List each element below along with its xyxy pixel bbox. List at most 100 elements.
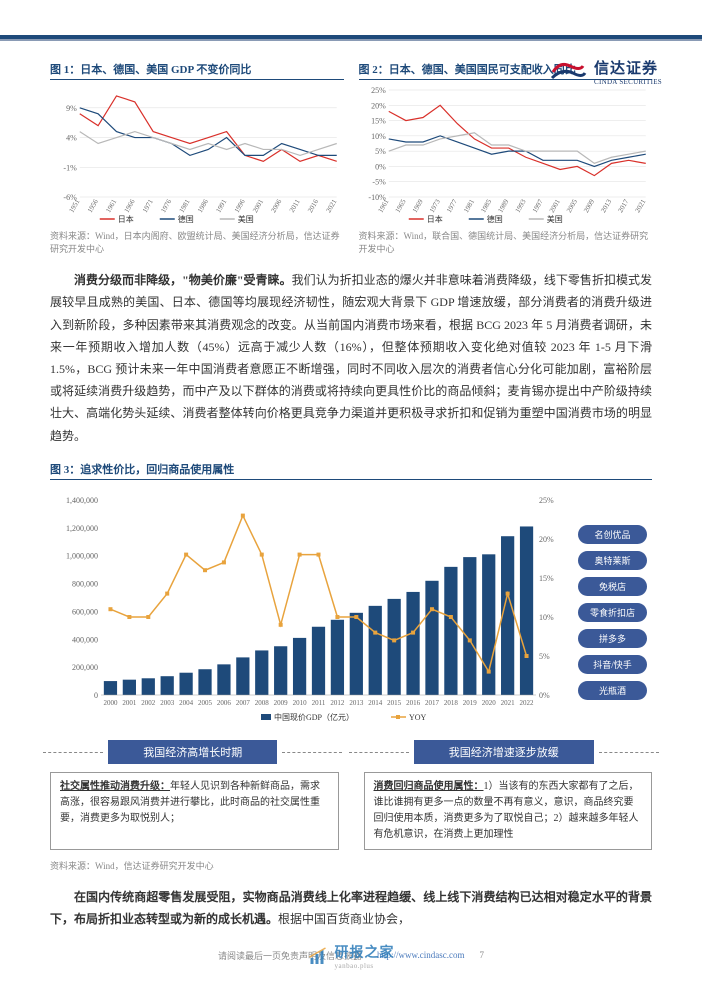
svg-text:2016: 2016 xyxy=(306,198,320,215)
svg-text:1961: 1961 xyxy=(104,198,118,215)
svg-text:1956: 1956 xyxy=(86,198,100,215)
svg-text:10%: 10% xyxy=(539,613,554,622)
svg-text:2002: 2002 xyxy=(141,699,156,707)
svg-text:15%: 15% xyxy=(371,117,386,126)
logo-text-cn: 信达证券 xyxy=(594,57,662,78)
svg-text:1996: 1996 xyxy=(233,198,247,215)
svg-text:2004: 2004 xyxy=(179,699,194,707)
pill-label: 奥特莱斯 xyxy=(578,551,647,570)
svg-text:2006: 2006 xyxy=(217,699,232,707)
watermark-icon xyxy=(308,945,330,967)
logo-text-en: CINDA SECURITIES xyxy=(594,78,662,86)
svg-text:1993: 1993 xyxy=(513,198,527,215)
phase-left-label: 我国经济高增长时期 xyxy=(108,740,277,764)
svg-text:1985: 1985 xyxy=(479,198,493,215)
svg-text:5%: 5% xyxy=(539,652,550,661)
svg-text:2011: 2011 xyxy=(312,699,326,707)
svg-text:德国: 德国 xyxy=(486,214,502,224)
chart1: -6%-1%4%9%195119561961196619711976198119… xyxy=(50,85,344,225)
svg-text:日本: 日本 xyxy=(426,214,442,224)
phase-left-box: 社交属性推动消费升级：年轻人见识到各种新鲜商品，需求高涨，很容易跟风消费并进行攀… xyxy=(50,772,339,850)
svg-text:20%: 20% xyxy=(371,101,386,110)
svg-text:800,000: 800,000 xyxy=(72,579,98,588)
svg-text:1969: 1969 xyxy=(410,198,424,215)
body-bold: 消费分级而非降级，"物美价廉"受青睐。 xyxy=(74,273,292,287)
svg-text:2009: 2009 xyxy=(274,699,289,707)
svg-text:2013: 2013 xyxy=(349,699,364,707)
svg-text:2000: 2000 xyxy=(103,699,118,707)
svg-text:1971: 1971 xyxy=(141,198,155,215)
body-text-content: 我们认为折扣业态的爆火并非意味着消费降级，线下零售折扣模式发展较早且成熟的美国、… xyxy=(50,273,652,442)
svg-text:2003: 2003 xyxy=(160,699,175,707)
logo: 信达证券 CINDA SECURITIES xyxy=(548,57,662,86)
svg-text:2013: 2013 xyxy=(599,198,613,215)
phase-right-label: 我国经济增速逐步放缓 xyxy=(414,740,594,764)
svg-text:德国: 德国 xyxy=(178,214,194,224)
svg-text:2022: 2022 xyxy=(520,699,535,707)
svg-text:2007: 2007 xyxy=(236,699,251,707)
svg-text:2008: 2008 xyxy=(255,699,270,707)
chart2-source: 资料来源：Wind，联合国、德国统计局、美国经济分析局，信达证券研究开发中心 xyxy=(359,230,653,255)
svg-text:YOY: YOY xyxy=(409,713,427,722)
svg-text:1981: 1981 xyxy=(462,198,476,215)
svg-text:1976: 1976 xyxy=(159,198,173,215)
svg-text:2015: 2015 xyxy=(387,699,402,707)
svg-text:1977: 1977 xyxy=(445,198,459,215)
svg-text:2001: 2001 xyxy=(122,699,137,707)
svg-text:20%: 20% xyxy=(539,535,554,544)
svg-text:2021: 2021 xyxy=(633,198,647,215)
chart2: -10%-5%0%5%10%15%20%25%19611965196919731… xyxy=(359,85,653,225)
pill-label: 光瓶酒 xyxy=(578,681,647,700)
svg-text:2020: 2020 xyxy=(482,699,497,707)
svg-text:2005: 2005 xyxy=(565,198,579,215)
svg-text:日本: 日本 xyxy=(118,214,134,224)
chart3: 0200,000400,000600,000800,0001,000,0001,… xyxy=(50,490,652,725)
svg-text:2009: 2009 xyxy=(582,198,596,215)
svg-text:美国: 美国 xyxy=(546,214,562,224)
chart3-source: 资料来源：Wind，信达证券研究开发中心 xyxy=(50,860,652,873)
svg-text:25%: 25% xyxy=(371,86,386,95)
body-paragraph: 消费分级而非降级，"物美价廉"受青睐。我们认为折扣业态的爆火并非意味着消费降级，… xyxy=(50,269,652,447)
watermark: 研报之家 yanbao.plus xyxy=(308,942,395,970)
svg-text:5%: 5% xyxy=(375,147,386,156)
svg-text:1981: 1981 xyxy=(178,198,192,215)
svg-text:中国现价GDP（亿元）: 中国现价GDP（亿元） xyxy=(274,712,354,722)
svg-text:1997: 1997 xyxy=(530,198,544,215)
svg-text:2021: 2021 xyxy=(501,699,516,707)
pill-label: 拼多多 xyxy=(578,629,647,648)
svg-text:1,000,000: 1,000,000 xyxy=(66,551,98,560)
svg-text:15%: 15% xyxy=(539,574,554,583)
logo-swirl-icon xyxy=(548,58,588,86)
svg-text:2005: 2005 xyxy=(198,699,213,707)
svg-text:4%: 4% xyxy=(66,134,77,143)
footer-text-content: 根据中国百货商业协会， xyxy=(278,912,410,926)
chart1-title: 图 1：日本、德国、美国 GDP 不变价同比 xyxy=(50,61,344,80)
phase-right-box: 消费回归商品使用属性：1）当该有的东西大家都有了之后，谁比谁拥有更多一点的数量不… xyxy=(364,772,653,850)
svg-text:2012: 2012 xyxy=(330,699,345,707)
svg-text:0%: 0% xyxy=(539,691,550,700)
svg-text:美国: 美国 xyxy=(238,214,254,224)
page-number: 7 xyxy=(479,950,484,960)
svg-text:2010: 2010 xyxy=(293,699,308,707)
svg-text:1966: 1966 xyxy=(123,198,137,215)
chart3-pills: 名创优品奥特莱斯免税店零食折扣店拼多多抖音/快手光瓶酒 xyxy=(578,525,647,700)
pill-label: 零食折扣店 xyxy=(578,603,647,622)
chart1-source: 资料来源：Wind，日本内阁府、欧盟统计局、美国经济分析局，信达证券研究开发中心 xyxy=(50,230,344,255)
svg-text:1989: 1989 xyxy=(496,198,510,215)
svg-text:2018: 2018 xyxy=(444,699,459,707)
svg-text:1991: 1991 xyxy=(214,198,228,215)
svg-text:9%: 9% xyxy=(66,104,77,113)
pill-label: 名创优品 xyxy=(578,525,647,544)
svg-text:2019: 2019 xyxy=(463,699,478,707)
svg-text:1965: 1965 xyxy=(393,198,407,215)
svg-text:10%: 10% xyxy=(371,132,386,141)
footer-paragraph: 在国内传统商超零售发展受阻，实物商品消费线上化率进程趋缓、线上线下消费结构已达相… xyxy=(50,886,652,930)
svg-text:2017: 2017 xyxy=(425,699,440,707)
svg-text:1973: 1973 xyxy=(427,198,441,215)
svg-text:-5%: -5% xyxy=(372,178,386,187)
svg-text:2017: 2017 xyxy=(616,198,630,215)
svg-text:25%: 25% xyxy=(539,496,554,505)
svg-text:0: 0 xyxy=(94,691,98,700)
chart3-title: 图 3：追求性价比，回归商品使用属性 xyxy=(50,461,652,480)
pill-label: 免税店 xyxy=(578,577,647,596)
